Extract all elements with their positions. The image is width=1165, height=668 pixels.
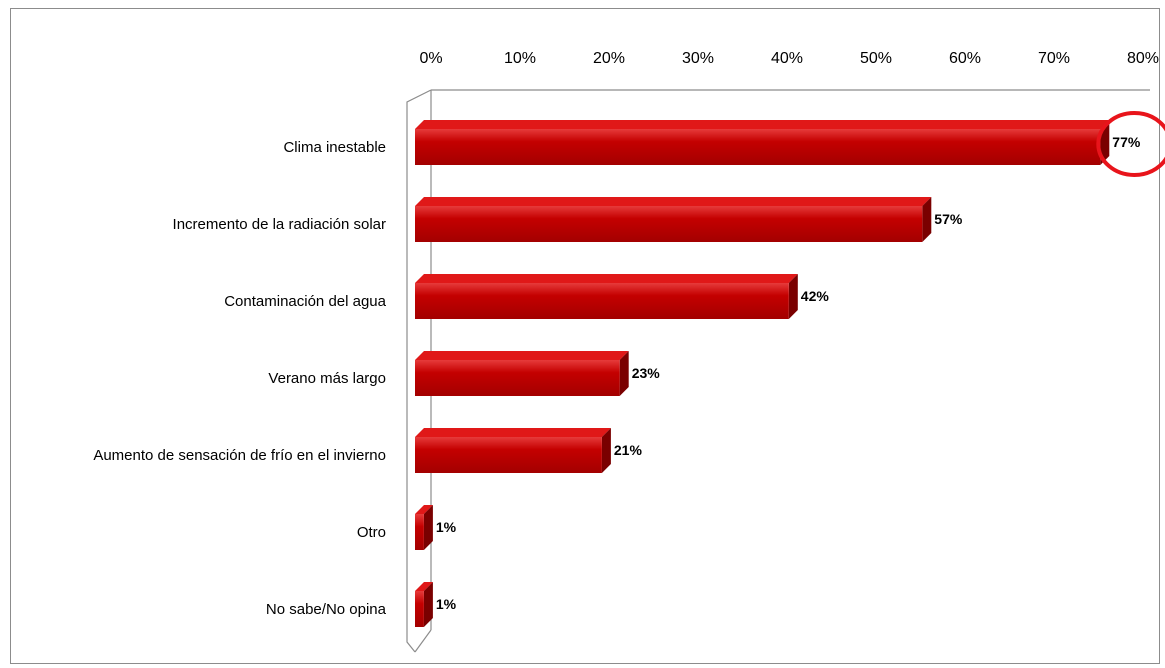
category-label: Aumento de sensación de frío en el invie… [93, 447, 386, 464]
bars [415, 120, 1110, 627]
category-label: Verano más largo [268, 370, 386, 387]
bar [415, 582, 433, 627]
bar-front-face [415, 206, 923, 242]
bar-side-face [601, 428, 611, 473]
bar-side-face [922, 197, 932, 242]
bar-front-face [415, 514, 424, 550]
highlight-layer [1096, 111, 1165, 177]
bar-top-face [415, 582, 433, 591]
category-label: Clima inestable [283, 139, 386, 156]
data-labels: 77% 57% 42% 23% 21% 1% 1% [436, 134, 1141, 612]
x-tick-label: 70% [1038, 50, 1070, 67]
bar-front-face [415, 437, 602, 473]
bar-side-face [619, 351, 629, 396]
x-tick-label: 50% [860, 50, 892, 67]
bar [415, 351, 629, 396]
bar-front-face [415, 591, 424, 627]
bar-top-face [415, 505, 433, 514]
bar-side-face [423, 582, 433, 627]
bar [415, 197, 932, 242]
category-label: Otro [357, 524, 386, 541]
data-label: 1% [436, 596, 457, 612]
category-label: Contaminación del agua [224, 293, 386, 310]
data-label: 42% [801, 288, 830, 304]
floor-edge-line [414, 629, 432, 653]
bar [415, 274, 798, 319]
data-label: 21% [614, 442, 643, 458]
bar [415, 428, 611, 473]
bar-top-face [415, 428, 611, 437]
chart-frame [10, 8, 1160, 664]
axis-depth-line [406, 89, 432, 653]
bar-front-face [415, 360, 620, 396]
bar [415, 505, 433, 550]
data-label: 57% [934, 211, 963, 227]
data-label: 1% [436, 519, 457, 535]
x-tick-label: 60% [949, 50, 981, 67]
highlight-circle [1096, 111, 1165, 177]
x-tick-label: 80% [1127, 50, 1159, 67]
data-label: 23% [632, 365, 661, 381]
category-label: No sabe/No opina [266, 601, 387, 618]
bar [415, 120, 1110, 165]
bar-front-face [415, 129, 1101, 165]
x-tick-label: 10% [504, 50, 536, 67]
x-tick-label: 40% [771, 50, 803, 67]
category-labels: Clima inestable Incremento de la radiació… [93, 139, 386, 618]
bar-top-face [415, 274, 798, 283]
bar-side-face [423, 505, 433, 550]
bar-front-face [415, 283, 789, 319]
x-tick-label: 30% [682, 50, 714, 67]
data-label: 77% [1112, 134, 1141, 150]
bar-top-face [415, 120, 1110, 129]
x-tick-label: 0% [419, 50, 442, 67]
category-label: Incremento de la radiación solar [173, 216, 386, 233]
x-tick-label: 20% [593, 50, 625, 67]
x-axis-ticks: 0% 10% 20% 30% 40% 50% 60% 70% 80% [419, 50, 1159, 67]
bar-top-face [415, 197, 932, 206]
bar-top-face [415, 351, 629, 360]
bar-side-face [788, 274, 798, 319]
